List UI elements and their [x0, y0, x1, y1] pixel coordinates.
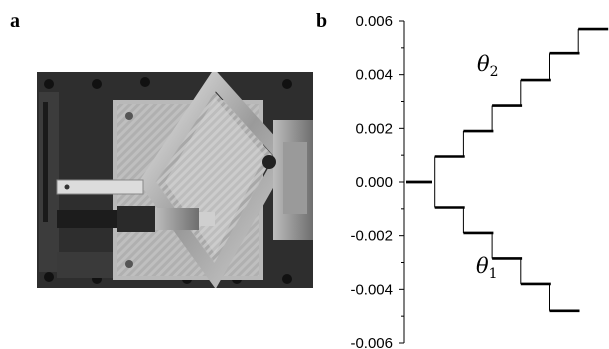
y-tick-label: 0.006 [355, 13, 393, 30]
apparatus-photo [37, 72, 313, 288]
y-tick-label: -0.006 [350, 335, 393, 349]
panel-label-a: a [10, 10, 20, 32]
series-theta1 [406, 180, 580, 313]
y-tick-label: 0.004 [355, 67, 393, 84]
series-label-theta1: θ1 [476, 254, 498, 282]
y-tick-label: 0.002 [355, 120, 393, 137]
y-tick-label: 0.000 [355, 174, 393, 191]
panel-label-b: b [316, 10, 328, 32]
series-label-theta2: θ2 [477, 52, 499, 80]
y-tick-label: -0.002 [350, 228, 393, 245]
y-tick-label: -0.004 [350, 281, 393, 298]
series-theta2 [406, 27, 609, 184]
